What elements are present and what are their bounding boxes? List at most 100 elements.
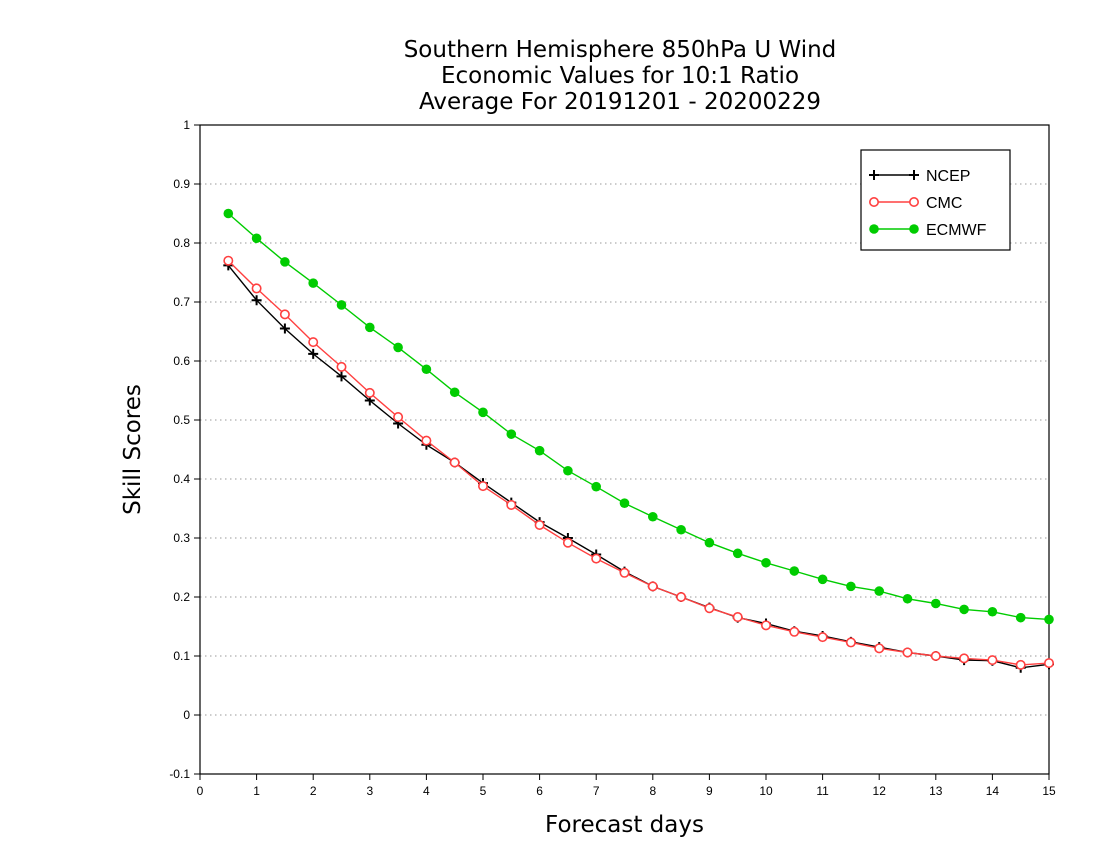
data-point	[789, 626, 800, 637]
y-tick-label: 0.1	[173, 649, 190, 663]
data-point	[959, 604, 969, 615]
legend: NCEP CMC ECMWF	[860, 149, 1011, 251]
series-line	[227, 264, 1050, 669]
data-point	[591, 553, 602, 564]
data-point	[868, 197, 879, 208]
data-point	[506, 429, 517, 439]
x-tick-label: 10	[759, 784, 773, 798]
data-point	[789, 566, 800, 576]
data-point	[251, 295, 262, 306]
data-point	[393, 412, 404, 423]
y-tick-label: 0.5	[173, 413, 190, 427]
legend-item-cmc: CMC	[868, 195, 962, 212]
legend-label: CMC	[926, 195, 962, 212]
series-ecmwf	[223, 208, 1054, 625]
series-line	[227, 260, 1050, 666]
data-point	[817, 632, 828, 643]
axis-ticks: -0.1 0 0.1 0.2 0.3 0.4 0.5 0.6 0.7 0.8 0.9 10 1 2 3 4 5 6…	[169, 118, 1056, 798]
data-point	[648, 511, 658, 522]
y-tick-label: 0.9	[173, 177, 190, 191]
data-point	[308, 278, 319, 288]
data-point	[1015, 612, 1026, 623]
data-point	[619, 498, 630, 508]
data-point	[223, 208, 234, 219]
data-point	[336, 300, 347, 310]
data-point	[732, 548, 743, 559]
y-tick-label: 0.6	[173, 354, 190, 368]
data-point	[902, 647, 913, 658]
x-tick-label: 5	[480, 784, 487, 798]
plot-frame	[199, 124, 1050, 775]
x-tick-label: 15	[1042, 784, 1056, 798]
data-point	[1015, 659, 1026, 670]
x-tick-label: 14	[986, 784, 1000, 798]
data-point	[421, 364, 432, 375]
data-point	[1044, 614, 1054, 625]
data-point	[336, 361, 347, 372]
data-point	[562, 537, 573, 548]
data-point	[704, 603, 715, 614]
y-tick-label: -0.1	[169, 767, 190, 781]
y-tick-label: 0.3	[173, 531, 190, 545]
data-point	[676, 591, 687, 602]
chart-title-line-2: Economic Values for 10:1 Ratio	[440, 63, 800, 89]
data-point	[477, 481, 488, 492]
data-point	[760, 620, 771, 631]
data-point	[987, 606, 998, 617]
series-line	[227, 212, 1050, 621]
x-tick-label: 2	[310, 784, 317, 798]
data-point	[987, 655, 998, 666]
data-point	[223, 255, 234, 266]
legend-item-ncep: NCEP	[869, 168, 970, 185]
y-axis-label: Skill Scores	[120, 384, 146, 515]
x-tick-label: 12	[873, 784, 887, 798]
data-point	[846, 581, 856, 592]
data-point	[591, 481, 601, 492]
series-group	[223, 208, 1055, 673]
y-tick-label: 0	[183, 708, 190, 722]
data-point	[619, 567, 630, 578]
chart-title-line-3: Average For 20191201 - 20200229	[418, 89, 822, 115]
data-point	[449, 457, 460, 468]
data-point	[279, 309, 290, 320]
data-point	[1044, 658, 1055, 669]
data-point	[421, 435, 432, 446]
data-point	[704, 537, 715, 548]
legend-label: ECMWF	[926, 222, 987, 239]
data-point	[909, 170, 919, 180]
data-point	[308, 348, 319, 359]
x-tick-label: 4	[423, 784, 430, 798]
data-point	[393, 342, 403, 353]
legend-box	[860, 149, 1011, 251]
data-point	[761, 557, 771, 568]
data-point	[534, 445, 545, 456]
data-point	[563, 465, 573, 476]
y-tick-label: 0.7	[173, 295, 190, 309]
data-point	[478, 407, 488, 418]
y-tick-label: 0.8	[173, 236, 190, 250]
data-point	[930, 650, 941, 661]
x-tick-label: 0	[197, 784, 204, 798]
data-point	[647, 581, 658, 592]
x-tick-label: 11	[816, 784, 829, 798]
data-point	[874, 643, 885, 654]
chart-title-line-1: Southern Hemisphere 850hPa U Wind	[403, 37, 837, 63]
x-tick-label: 3	[366, 784, 373, 798]
data-point	[732, 612, 743, 623]
data-point	[364, 387, 375, 398]
data-point	[251, 283, 262, 294]
data-point	[869, 224, 879, 234]
x-tick-label: 8	[649, 784, 656, 798]
y-tick-label: 0.4	[173, 472, 190, 486]
data-point	[908, 197, 919, 208]
data-point	[279, 323, 290, 334]
legend-item-ecmwf: ECMWF	[869, 222, 987, 239]
legend-label: NCEP	[926, 168, 970, 185]
data-point	[308, 337, 319, 348]
data-point	[874, 586, 884, 596]
data-point	[817, 574, 828, 585]
x-tick-label: 6	[536, 784, 543, 798]
data-point	[931, 598, 941, 609]
y-tick-label: 0.2	[173, 590, 190, 604]
data-point	[959, 653, 970, 664]
